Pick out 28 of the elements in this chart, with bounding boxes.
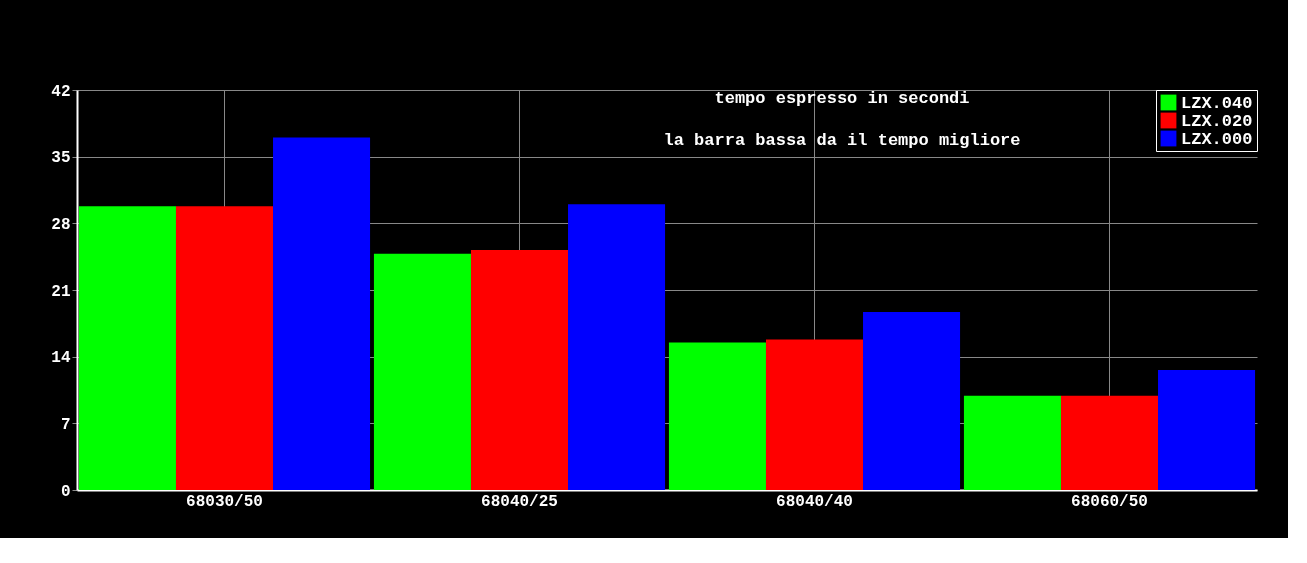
bar bbox=[568, 204, 666, 490]
bar bbox=[863, 311, 961, 490]
y-tick-label: 14 bbox=[51, 349, 71, 368]
legend-label: LZX.020 bbox=[1181, 111, 1253, 131]
annotation: tempo espresso in secondi bbox=[714, 89, 970, 108]
bar bbox=[1060, 395, 1159, 490]
y-tick-label: 21 bbox=[51, 282, 71, 301]
annotation: la barra bassa da il tempo migliore bbox=[663, 131, 1021, 150]
y-tick-label: 0 bbox=[60, 482, 71, 501]
legend-label: LZX.000 bbox=[1181, 129, 1253, 149]
bar bbox=[175, 206, 274, 490]
y-tick-label: 35 bbox=[51, 149, 71, 168]
bar bbox=[78, 206, 176, 490]
x-tick-label: 68040/40 bbox=[776, 492, 853, 511]
y-tick-label: 42 bbox=[51, 82, 71, 101]
bar bbox=[668, 342, 766, 490]
legend-label: LZX.040 bbox=[1181, 93, 1253, 113]
x-tick-label: 68040/25 bbox=[481, 492, 558, 511]
x-tick-label: 68030/50 bbox=[186, 492, 263, 511]
bar bbox=[1158, 370, 1256, 490]
y-tick-label: 7 bbox=[60, 415, 71, 434]
bar bbox=[273, 137, 371, 490]
bar bbox=[963, 395, 1061, 490]
bar bbox=[765, 339, 864, 490]
y-tick-label: 28 bbox=[51, 215, 71, 234]
bar bbox=[373, 253, 471, 490]
x-tick-label: 68060/50 bbox=[1071, 492, 1148, 511]
bar bbox=[470, 250, 569, 490]
